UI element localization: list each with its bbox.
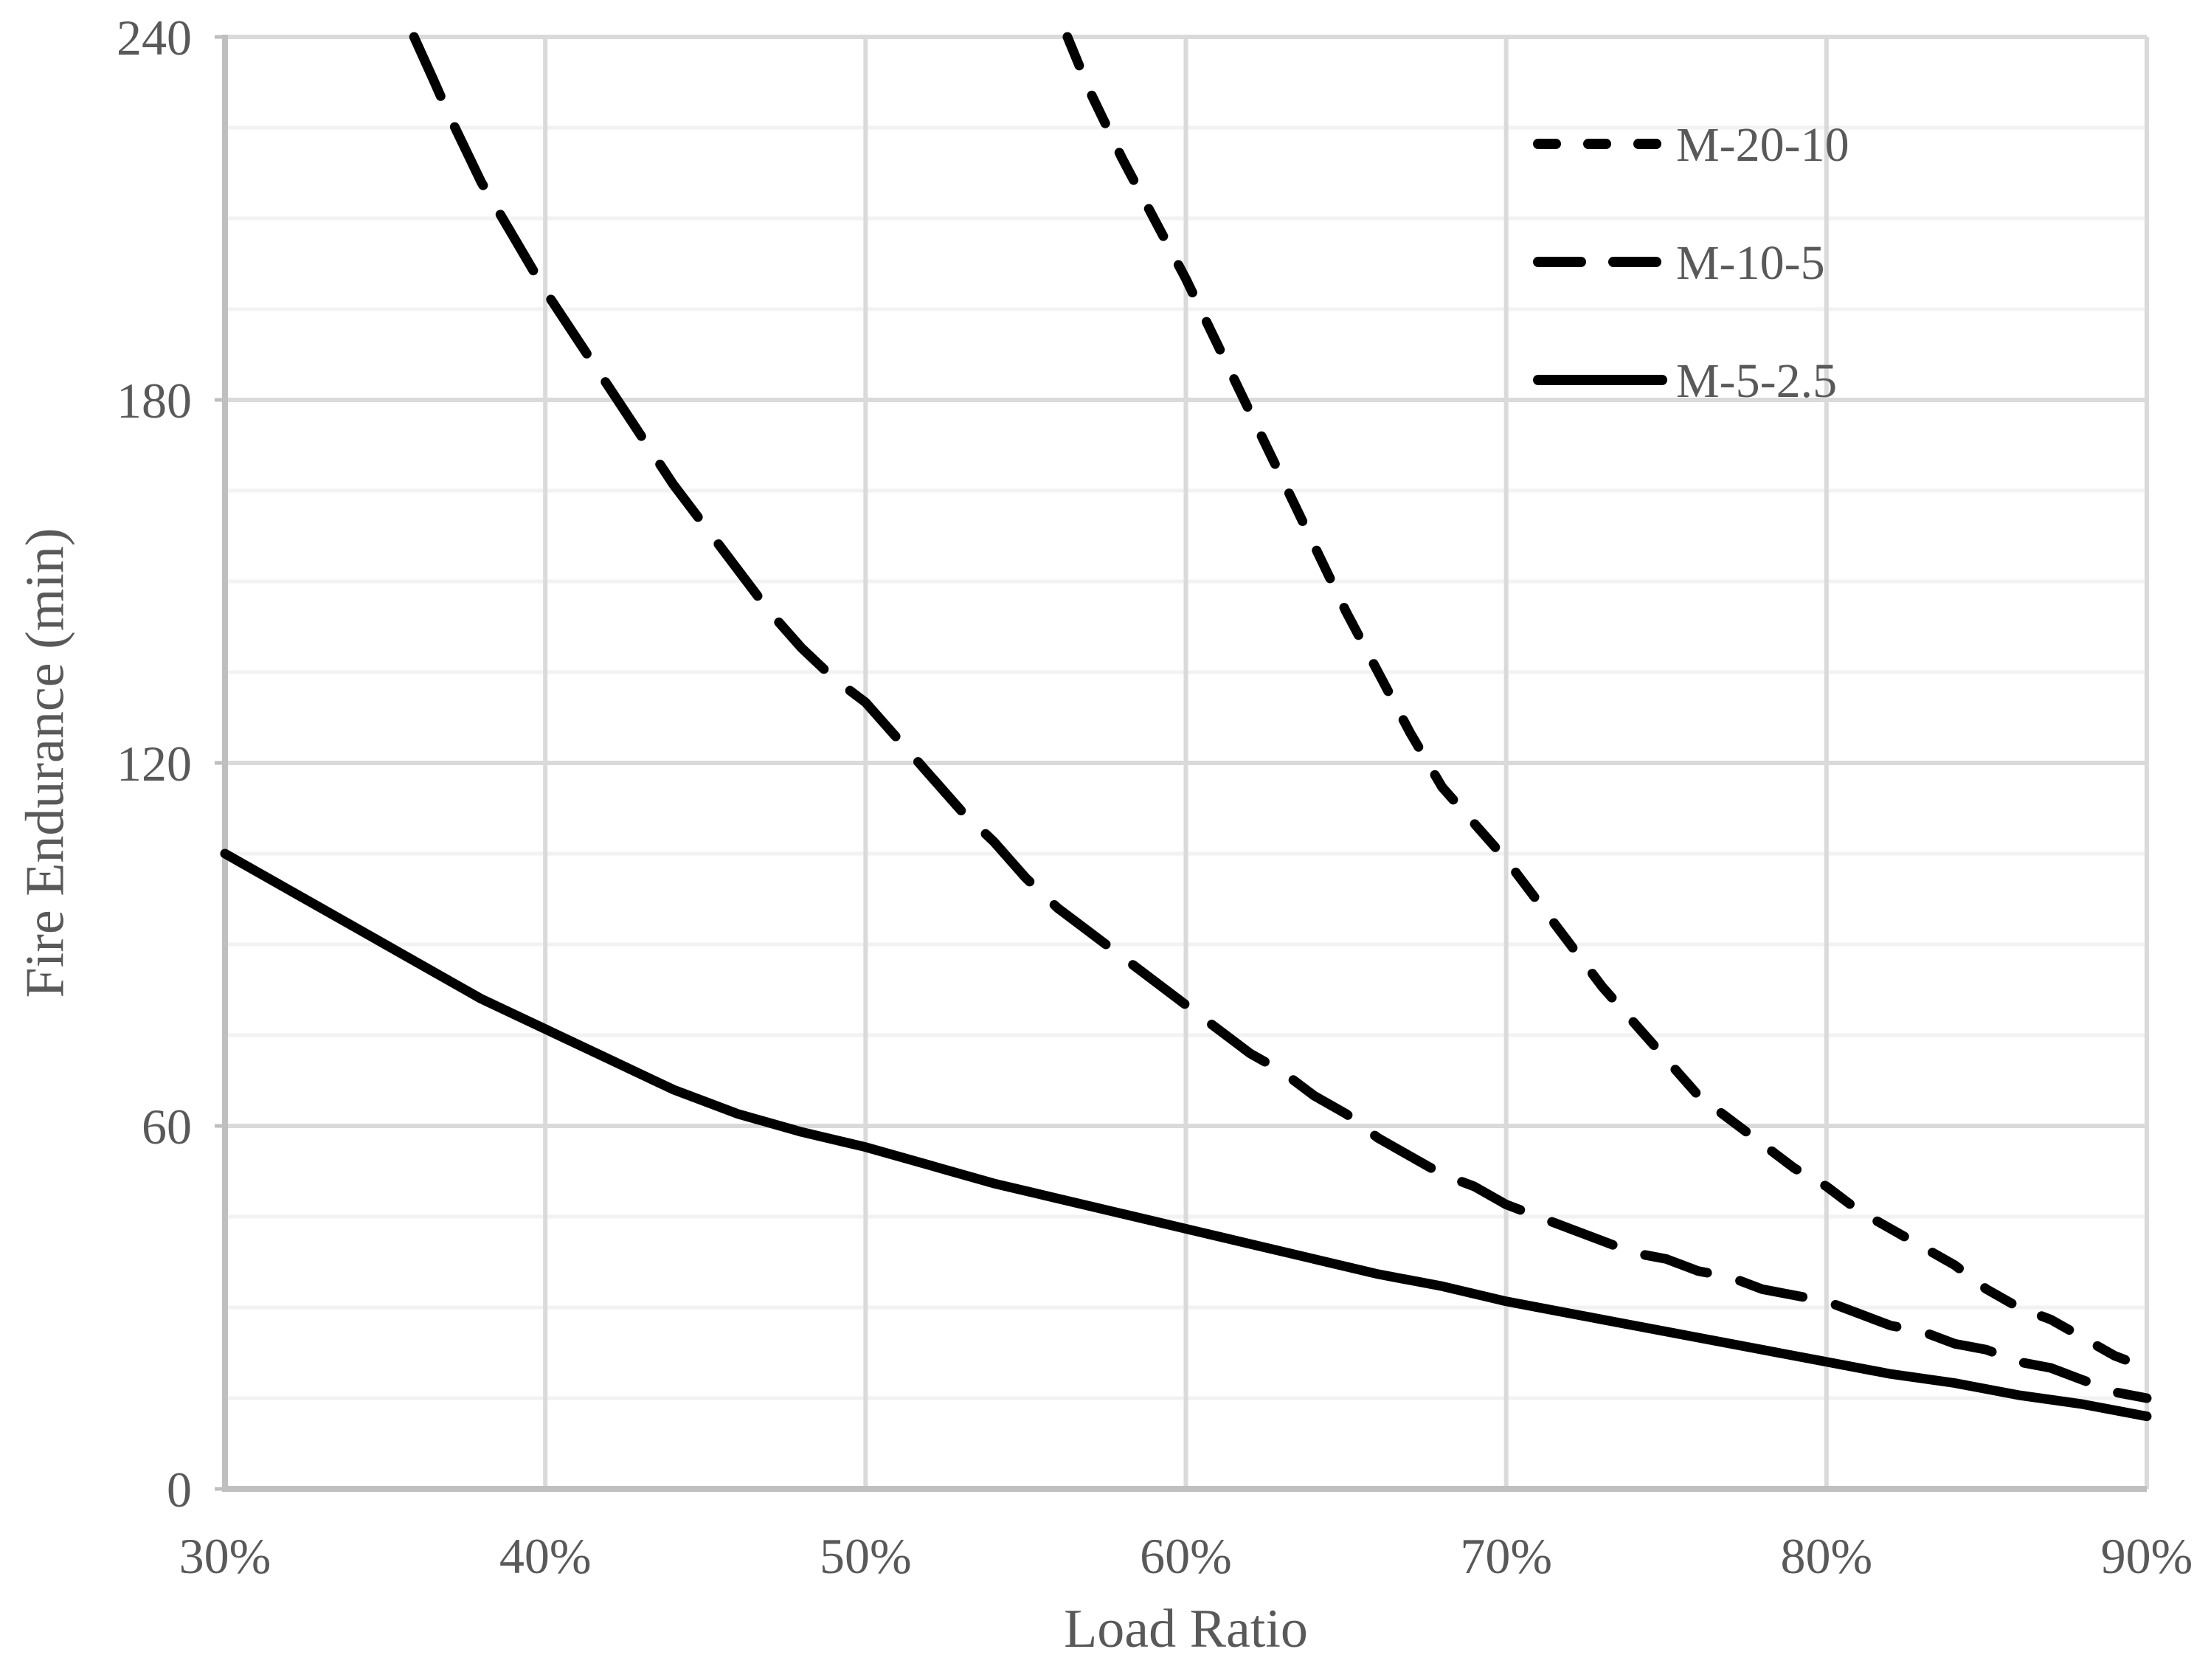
y-tick-label-120: 120 <box>117 736 192 792</box>
major-gridlines <box>225 35 2149 1489</box>
x-tick-label-90%: 90% <box>2101 1528 2193 1584</box>
x-tick-label-40%: 40% <box>499 1528 592 1584</box>
x-axis-title: Load Ratio <box>1064 1599 1308 1659</box>
x-tick-label-50%: 50% <box>820 1528 912 1584</box>
axes <box>215 35 2147 1492</box>
x-tick-label-30%: 30% <box>179 1528 271 1584</box>
y-tick-label-240: 240 <box>117 10 192 66</box>
x-tick-label-80%: 80% <box>1781 1528 1873 1584</box>
y-tick-label-180: 180 <box>117 373 192 429</box>
series-line-M-10-5 <box>409 32 2152 1403</box>
legend-label-M-20-10: M-20-10 <box>1676 118 1849 172</box>
series-line-M-5-2.5 <box>220 848 2152 1422</box>
legend: M-20-10 M-10-5 M-5-2.5 <box>1533 118 1849 408</box>
y-tick-label-60: 60 <box>142 1099 192 1155</box>
legend-label-M-5-2.5: M-5-2.5 <box>1676 354 1837 408</box>
legend-label-M-10-5: M-10-5 <box>1676 236 1825 290</box>
y-axis-title: Fire Endurance (min) <box>15 528 76 998</box>
x-tick-label-60%: 60% <box>1140 1528 1232 1584</box>
tick-labels: 0 60 120 180 240 30% 40% 50% 60% 70% 80% 90% <box>117 10 2193 1584</box>
series-line-M-20-10 <box>1062 32 2152 1373</box>
y-tick-label-0: 0 <box>167 1462 192 1518</box>
x-tick-label-70%: 70% <box>1460 1528 1552 1584</box>
series-lines <box>220 32 2152 1422</box>
